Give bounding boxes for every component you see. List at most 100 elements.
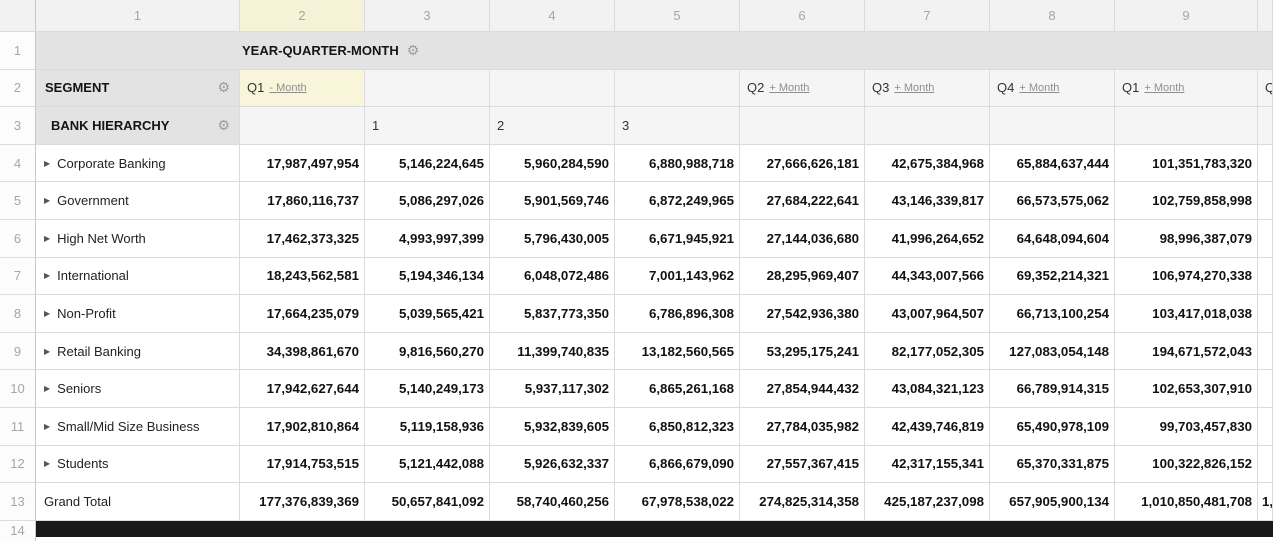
value-cell[interactable]: 17,664,235,079 [240,295,365,333]
month-toggle-link[interactable]: + Month [769,81,810,94]
columns-field-cell[interactable]: YEAR-QUARTER-MONTH ⚙ [36,32,1273,70]
grand-total-value-cell[interactable]: 58,740,460,256 [490,483,615,521]
month-cell[interactable]: 1 [365,107,490,145]
value-cell[interactable]: 64,648,094,604 [990,219,1115,258]
value-cell[interactable]: 101,351,783,320 [1115,144,1258,183]
expand-icon[interactable]: ▶ [44,459,51,469]
grand-total-value-cell[interactable]: 1,010,850,481,708 [1115,483,1258,521]
value-cell[interactable]: 102,653,307,910 [1115,370,1258,408]
column-header[interactable]: 8 [990,0,1115,32]
month-cell[interactable] [990,107,1115,145]
value-cell[interactable]: 66,713,100,254 [990,295,1115,333]
value-cell[interactable]: 4,993,997,399 [365,219,490,258]
row-number[interactable]: 6 [0,219,36,258]
value-cell[interactable]: 9,816,560,270 [365,332,490,371]
value-cell[interactable]: 6,865,261,168 [615,370,740,408]
quarter-cell[interactable] [490,69,615,108]
value-cell[interactable]: 17,902,810,864 [240,407,365,446]
value-cell[interactable]: 17,860,116,737 [240,182,365,220]
row-label-cell[interactable]: ▶ International [36,257,240,296]
value-cell[interactable]: 65,370,331,875 [990,445,1115,484]
value-cell[interactable]: 13,182,560,565 [615,332,740,371]
quarter-cell[interactable] [365,69,490,108]
value-cell[interactable]: 5,960,284,590 [490,144,615,183]
value-cell[interactable]: 98,996,387,079 [1115,219,1258,258]
value-cell[interactable]: 17,987,497,954 [240,144,365,183]
value-cell[interactable]: 66,789,914,315 [990,370,1115,408]
month-toggle-link[interactable]: + Month [894,81,935,94]
value-cell[interactable]: 5,039,565,421 [365,295,490,333]
grand-total-value-cell[interactable]: 67,978,538,022 [615,483,740,521]
column-header[interactable]: 6 [740,0,865,32]
expand-icon[interactable]: ▶ [44,233,51,243]
month-cell[interactable]: 2 [490,107,615,145]
row-number[interactable]: 5 [0,182,36,220]
value-cell[interactable]: 6,866,679,090 [615,445,740,484]
hierarchy-field-cell[interactable]: BANK HIERARCHY ⚙ [36,107,240,145]
value-cell[interactable]: 17,914,753,515 [240,445,365,484]
month-cell[interactable] [740,107,865,145]
row-number[interactable]: 7 [0,257,36,296]
gear-icon[interactable]: ⚙ [217,116,230,133]
month-cell[interactable] [865,107,990,145]
expand-icon[interactable]: ▶ [44,271,51,281]
value-cell[interactable]: 106,974,270,338 [1115,257,1258,296]
value-cell[interactable]: 27,684,222,641 [740,182,865,220]
row-number[interactable]: 9 [0,332,36,371]
expand-icon[interactable]: ▶ [44,346,51,356]
value-cell[interactable]: 5,932,839,605 [490,407,615,446]
value-cell[interactable]: 82,177,052,305 [865,332,990,371]
column-header[interactable]: 2 [240,0,365,32]
value-cell[interactable]: 43,084,321,123 [865,370,990,408]
value-cell[interactable]: 27,666,626,181 [740,144,865,183]
segment-field-cell[interactable]: SEGMENT ⚙ [36,69,240,108]
value-cell[interactable]: 5,119,158,936 [365,407,490,446]
value-cell[interactable]: 5,146,224,645 [365,144,490,183]
expand-icon[interactable]: ▶ [44,196,51,206]
value-cell[interactable]: 6,671,945,921 [615,219,740,258]
row-label-cell[interactable]: ▶ Students [36,445,240,484]
value-cell[interactable]: 5,086,297,026 [365,182,490,220]
quarter-cell[interactable]: Q2 + Month [740,69,865,108]
value-cell[interactable]: 5,901,569,746 [490,182,615,220]
horizontal-scrollbar[interactable] [36,520,1273,537]
grand-total-value-cell[interactable]: 657,905,900,134 [990,483,1115,521]
value-cell[interactable]: 5,796,430,005 [490,219,615,258]
value-cell[interactable]: 34,398,861,670 [240,332,365,371]
month-cell[interactable] [240,107,365,145]
expand-icon[interactable]: ▶ [44,421,51,431]
month-cell[interactable] [1258,107,1273,145]
row-number[interactable]: 12 [0,445,36,484]
value-cell[interactable]: 11,399,740,835 [490,332,615,371]
row-number[interactable]: 10 [0,370,36,408]
value-cell[interactable]: 42,317,155,341 [865,445,990,484]
value-cell[interactable]: 5,937,117,302 [490,370,615,408]
value-cell[interactable]: 42,675,384,968 [865,144,990,183]
value-cell[interactable]: 5,121,442,088 [365,445,490,484]
row-label-cell[interactable]: ▶ Retail Banking [36,332,240,371]
row-label-cell[interactable]: ▶ Non-Profit [36,295,240,333]
value-cell[interactable]: 5,926,632,337 [490,445,615,484]
month-cell[interactable] [1115,107,1258,145]
value-cell[interactable]: 27,542,936,380 [740,295,865,333]
row-number[interactable]: 4 [0,144,36,183]
grand-total-value-cell[interactable]: 425,187,237,098 [865,483,990,521]
value-cell[interactable]: 18,243,562,581 [240,257,365,296]
quarter-cell[interactable]: Q [1258,69,1273,108]
value-cell[interactable]: 6,850,812,323 [615,407,740,446]
value-cell[interactable]: 6,872,249,965 [615,182,740,220]
value-cell[interactable]: 17,942,627,644 [240,370,365,408]
grand-total-value-cell[interactable]: 50,657,841,092 [365,483,490,521]
expand-icon[interactable]: ▶ [44,158,51,168]
column-header[interactable]: 3 [365,0,490,32]
value-cell[interactable]: 66,573,575,062 [990,182,1115,220]
value-cell[interactable]: 127,083,054,148 [990,332,1115,371]
value-cell[interactable]: 41,996,264,652 [865,219,990,258]
column-header[interactable]: 5 [615,0,740,32]
row-label-cell[interactable]: ▶ Government [36,182,240,220]
value-cell[interactable]: 44,343,007,566 [865,257,990,296]
expand-icon[interactable]: ▶ [44,384,51,394]
value-cell[interactable]: 6,786,896,308 [615,295,740,333]
month-toggle-link[interactable]: + Month [1019,81,1060,94]
row-number[interactable]: 1 [0,32,36,70]
